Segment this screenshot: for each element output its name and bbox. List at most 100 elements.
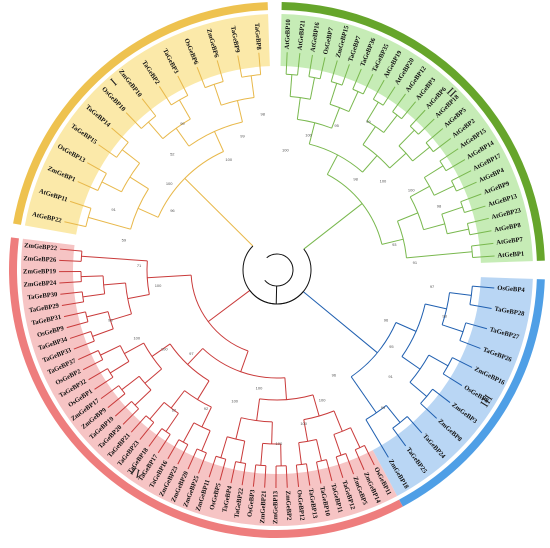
leaf-label: ZmGeBP24 (23, 280, 57, 289)
bootstrap-value: 91 (413, 260, 418, 265)
branch (341, 64, 350, 86)
branch (460, 201, 465, 213)
branch (350, 376, 377, 414)
leaf-label: AtGeBP10 (284, 18, 292, 49)
branch (82, 293, 105, 298)
branch (418, 118, 435, 135)
branch (331, 81, 343, 86)
branch (82, 359, 103, 371)
leaf-label: ZmGeBP26 (23, 255, 57, 263)
leaf-label: ZmGeBP13 (272, 490, 279, 524)
branch (97, 173, 107, 191)
branch (110, 313, 132, 321)
branch (392, 427, 407, 447)
branch (66, 321, 89, 329)
branch (381, 238, 404, 245)
branch (401, 356, 421, 370)
bootstrap-value: 98 (442, 314, 447, 319)
branch (285, 52, 288, 75)
leaf-label: TaGeBP9 (229, 26, 241, 54)
clade-outer-rings (8, 2, 545, 538)
branch (196, 66, 206, 88)
branch (92, 328, 114, 337)
branch (305, 463, 311, 486)
leaf-label: ZmGeBP21 (259, 490, 268, 523)
branch (187, 348, 204, 365)
bootstrap-value: 98 (437, 204, 442, 209)
branch (88, 216, 131, 230)
branch (298, 442, 302, 465)
branch (85, 311, 89, 322)
branch (467, 217, 489, 225)
branch (308, 122, 316, 145)
branch (284, 377, 287, 400)
branch (127, 293, 150, 300)
branch (469, 230, 492, 236)
branch (177, 444, 189, 465)
branch (447, 228, 469, 235)
leaf-label: TaGeBP13 (307, 488, 319, 520)
branch (69, 331, 92, 339)
branch (178, 99, 191, 120)
branch (325, 459, 333, 482)
branch (316, 461, 322, 484)
branch (208, 456, 217, 478)
branch (335, 456, 344, 478)
bootstrap-value: 92 (204, 406, 209, 411)
bootstrap-value: 97 (189, 351, 194, 356)
branch (188, 121, 243, 147)
branch (101, 181, 122, 193)
branch (442, 373, 463, 386)
leaf-label: ZmGeBP22 (24, 242, 58, 252)
bootstrap-value: 100 (282, 147, 289, 152)
branch (81, 255, 148, 262)
leaf-label: OsGeBP12 (295, 490, 305, 522)
branch (141, 115, 157, 129)
branch (250, 75, 255, 98)
bootstrap-value: 98 (261, 112, 266, 117)
branch (303, 419, 309, 442)
root-arc (242, 245, 312, 305)
leaf-label: ZmGeBP2 (284, 491, 292, 522)
branch (465, 322, 488, 330)
branch (329, 83, 338, 105)
branch (121, 375, 140, 391)
branch (73, 340, 95, 350)
branch (348, 91, 359, 112)
branch (385, 405, 401, 423)
branch (445, 159, 466, 172)
branch (64, 221, 86, 228)
branch (116, 142, 129, 158)
branch (61, 301, 84, 306)
clade-band-III (372, 277, 533, 497)
branch (406, 251, 473, 259)
branch (432, 388, 451, 403)
bootstrap-value: 100 (300, 421, 307, 426)
branch (433, 185, 455, 196)
branch (214, 131, 224, 152)
branch (392, 416, 408, 429)
bootstrap-value: 59 (122, 238, 127, 243)
branch (289, 74, 293, 97)
branch (401, 303, 426, 357)
branch (230, 461, 237, 484)
branch (420, 403, 438, 419)
leaf-label: AtGeBP16 (310, 21, 322, 52)
branch (235, 417, 242, 440)
branch (157, 151, 224, 218)
branch (365, 419, 389, 458)
branch (389, 152, 407, 169)
leaf-label: AtGeBP8 (494, 222, 522, 234)
branch (423, 223, 445, 231)
branch (472, 285, 495, 289)
branch (169, 343, 210, 382)
branch (362, 126, 376, 145)
branch (241, 463, 247, 486)
branch (157, 434, 171, 454)
bootstrap-value: 91 (111, 207, 116, 212)
branch (382, 86, 396, 106)
clade-background-bands (21, 14, 533, 526)
branch (451, 180, 457, 192)
bootstrap-value: 62 (172, 407, 177, 412)
bootstrap-value: 91 (388, 374, 393, 379)
